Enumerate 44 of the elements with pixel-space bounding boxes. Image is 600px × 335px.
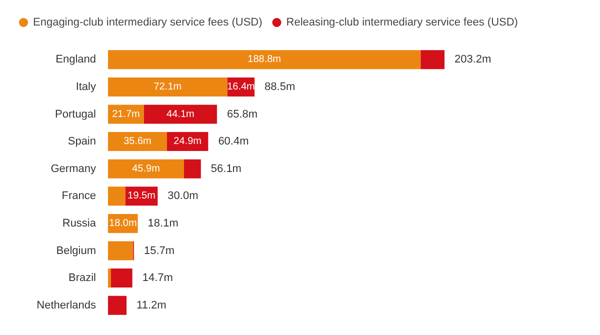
y-tick-label: Spain	[68, 136, 96, 148]
bar	[108, 132, 167, 152]
bar	[108, 296, 127, 315]
total-label: 65.8m	[226, 108, 258, 120]
y-tick-label: Italy	[76, 80, 96, 93]
data-label: 18.0m	[109, 218, 137, 229]
bar	[108, 77, 228, 96]
bar	[108, 186, 126, 206]
bar	[108, 159, 184, 178]
y-tick-label: Brazil	[68, 272, 96, 284]
total-label: 203.2m	[454, 54, 492, 66]
data-label: 188.8m	[248, 54, 282, 66]
data-label: 21.7m	[112, 108, 140, 120]
total-label: 60.4m	[218, 136, 249, 148]
legend-label: Engaging-club intermediary service fees (USD)	[33, 16, 262, 28]
legend-label: Releasing-club intermediary service fees (USD)	[286, 16, 518, 28]
total-label: 15.7m	[144, 244, 175, 257]
y-tick-label: Belgium	[56, 244, 96, 257]
data-label: 72.1m	[154, 81, 182, 92]
bar	[110, 268, 132, 288]
data-label: 45.9m	[132, 163, 160, 174]
total-label: 88.5m	[264, 80, 296, 93]
data-label: 44.1m	[166, 108, 194, 120]
data-label: 16.4m	[227, 81, 255, 92]
data-label: 24.9m	[174, 136, 202, 148]
total-label: 30.0m	[168, 190, 198, 202]
total-label: 14.7m	[142, 272, 173, 284]
total-label: 18.1m	[148, 217, 178, 230]
y-tick-label: Germany	[50, 162, 96, 175]
data-label: 19.5m	[128, 190, 156, 202]
bar	[108, 241, 134, 260]
data-label: 35.6m	[124, 136, 152, 148]
total-label: 11.2m	[136, 299, 166, 312]
y-tick-label: Portugal	[55, 108, 96, 120]
bar	[144, 104, 217, 124]
y-tick-label: Netherlands	[36, 299, 96, 312]
bar	[108, 50, 421, 70]
y-tick-label: France	[62, 190, 96, 202]
bar	[420, 50, 444, 70]
y-tick-label: Russia	[62, 217, 97, 230]
y-tick-label: England	[56, 54, 96, 66]
bar	[108, 268, 111, 288]
total-label: 56.1m	[210, 162, 242, 175]
bar	[184, 159, 201, 178]
